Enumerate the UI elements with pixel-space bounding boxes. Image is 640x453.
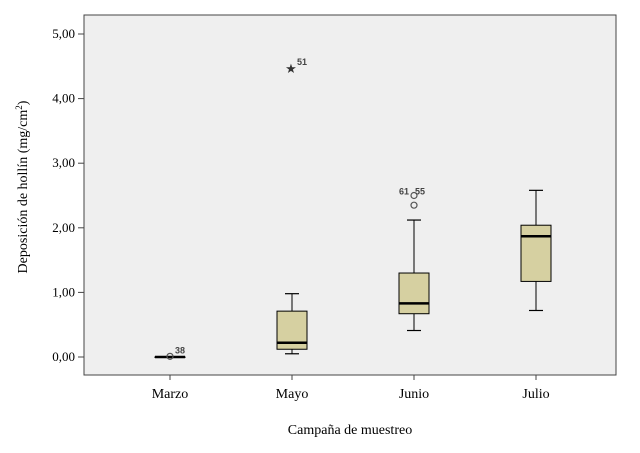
outlier-label: 38 [175,345,185,355]
box-marzo: 38 [154,345,186,360]
y-axis-title-main: Deposición de hollín (mg/cm [16,110,31,274]
y-tick-label: 1,00 [52,284,75,299]
y-axis-title: Deposición de hollín (mg/cm2) [14,100,31,273]
outlier-label-part: 55 [415,187,425,197]
box-iqr [398,272,430,315]
y-tick-label: 3,00 [52,155,75,170]
y-tick-label: 0,00 [52,349,75,364]
outlier-star: ★ [285,61,297,76]
x-tick-label: Mayo [276,387,309,402]
x-axis: Marzo Mayo Junio Julio [152,375,550,402]
boxes-layer: 38 ★ 51 61 55 [154,57,552,360]
box-junio: 61 55 [398,187,430,332]
y-tick-label: 4,00 [52,91,75,106]
y-axis: 0,00 1,00 2,00 3,00 4,00 5,00 [52,26,84,364]
outlier-circle [410,191,418,200]
y-axis-title-end: ) [16,100,31,105]
outlier-label: 51 [297,57,307,67]
box-julio [520,189,552,312]
outlier-circle [410,201,418,209]
x-axis-title: Campaña de muestreo [288,423,412,438]
box-mayo: ★ 51 [276,57,308,355]
x-tick-label: Marzo [152,387,189,402]
outlier-circle [166,352,174,360]
x-tick-label: Julio [522,387,549,402]
x-tick-label: Junio [399,387,429,402]
y-axis-title-sup: 2 [14,105,24,110]
y-tick-label: 2,00 [52,220,75,235]
box-iqr [520,224,552,282]
outlier-label: 61 55 [399,187,425,197]
outlier-label-part: 61 [399,187,409,197]
y-tick-label: 5,00 [52,26,75,41]
plot-area [83,14,617,376]
